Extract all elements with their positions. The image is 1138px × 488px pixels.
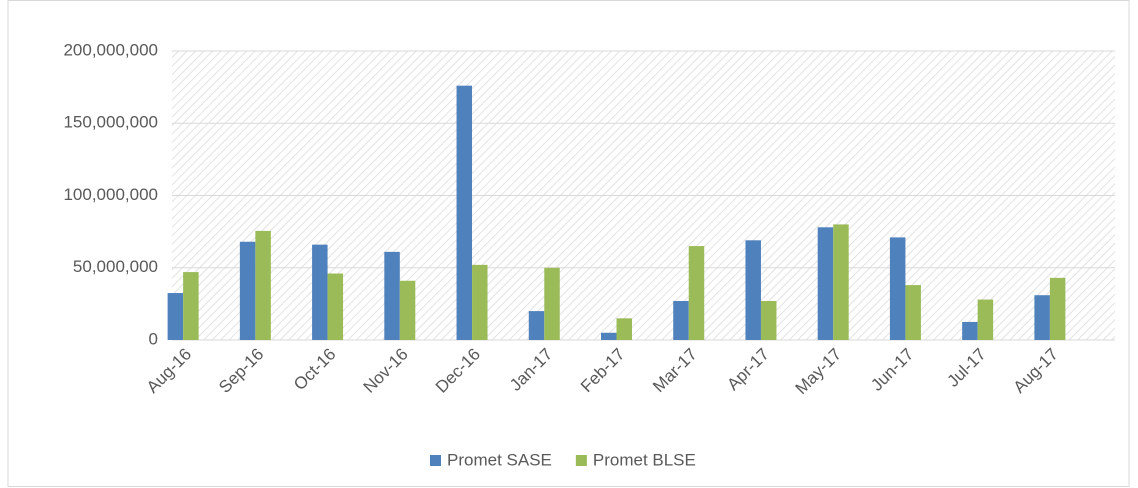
- bar: [239, 241, 256, 340]
- legend-label: Promet SASE: [447, 450, 552, 469]
- y-tick-label: 200,000,000: [63, 40, 158, 59]
- bar: [167, 293, 184, 340]
- bar: [312, 244, 328, 340]
- y-tick-label: 50,000,000: [73, 257, 158, 276]
- bar: [456, 85, 473, 341]
- bar: [472, 264, 488, 340]
- legend-swatch: [575, 455, 587, 466]
- bar: [905, 285, 921, 340]
- bar: [673, 300, 689, 340]
- bar: [601, 332, 617, 340]
- bar: [977, 299, 994, 340]
- bar: [616, 318, 632, 340]
- bar: [745, 240, 761, 340]
- bar: [544, 267, 560, 340]
- bar: [1034, 295, 1050, 340]
- y-tick-label: 0: [149, 329, 158, 348]
- bar: [760, 300, 777, 340]
- bar: [528, 311, 545, 340]
- bar: [327, 273, 344, 340]
- bar: [833, 224, 849, 340]
- bar: [889, 237, 906, 340]
- y-tick-label: 100,000,000: [63, 185, 158, 204]
- legend-swatch: [430, 455, 441, 466]
- bar: [183, 272, 199, 340]
- bar: [962, 321, 978, 340]
- bar: [688, 246, 705, 340]
- bar: [255, 230, 271, 340]
- y-tick-label: 150,000,000: [63, 113, 158, 132]
- bar: [817, 227, 834, 340]
- bar: [1049, 277, 1066, 340]
- bar: [384, 251, 400, 340]
- legend-label: Promet BLSE: [593, 450, 696, 469]
- bar: [399, 280, 416, 340]
